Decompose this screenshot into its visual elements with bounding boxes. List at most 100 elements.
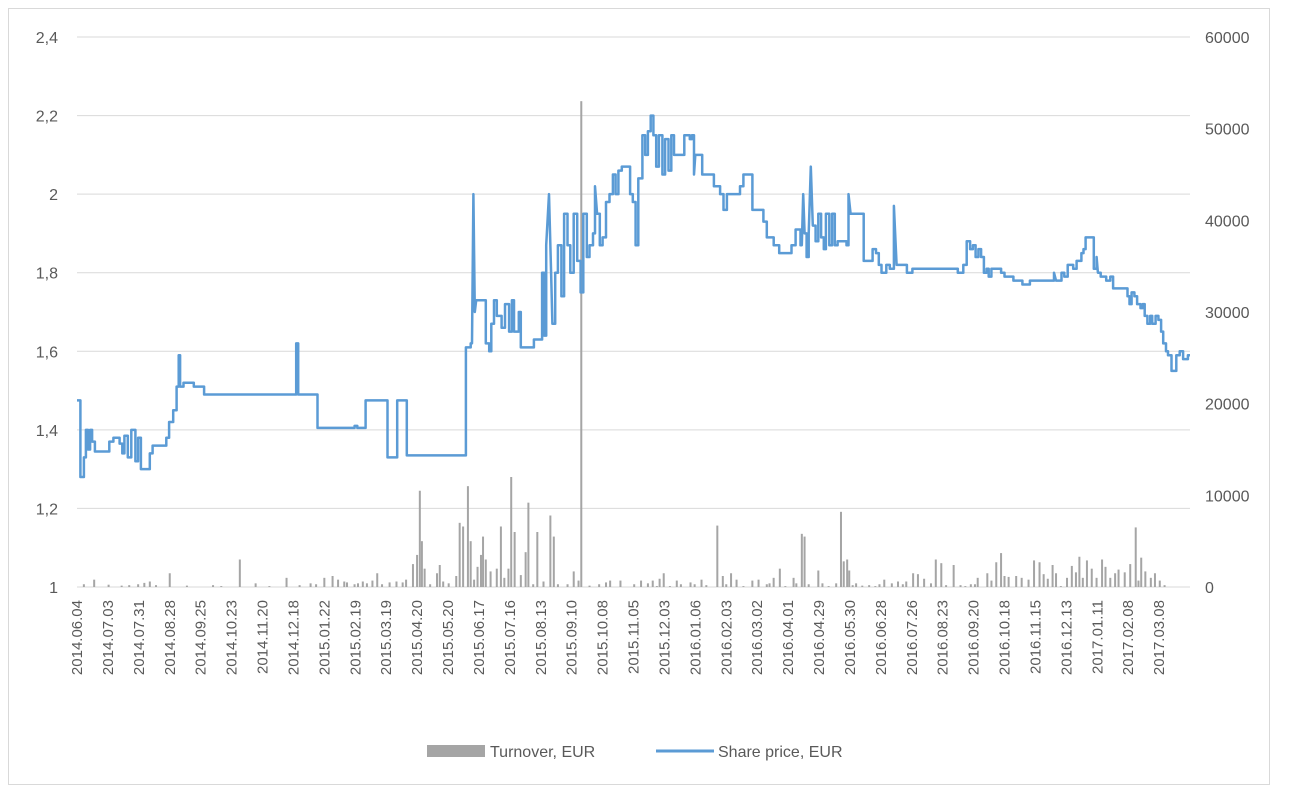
x-tick-label: 2015.03.19 <box>378 600 395 675</box>
turnover-bar <box>309 583 312 587</box>
turnover-bar <box>897 581 900 587</box>
turnover-bar <box>1027 579 1030 587</box>
turnover-bar <box>742 586 745 587</box>
turnover-bar <box>675 580 678 587</box>
turnover-bar <box>1066 577 1069 587</box>
turnover-bar <box>986 573 989 587</box>
left-y-tick-label: 1,8 <box>36 266 58 283</box>
turnover-bar <box>143 582 146 587</box>
turnover-bar <box>298 585 301 587</box>
turnover-bar <box>455 576 458 587</box>
turnover-bar <box>1042 574 1045 587</box>
turnover-bar <box>588 585 591 587</box>
turnover-bar <box>1051 565 1054 587</box>
turnover-bar <box>524 552 527 587</box>
turnover-bar <box>1149 577 1152 587</box>
turnover-bar <box>1003 576 1006 587</box>
turnover-bar <box>148 581 151 587</box>
turnover-bar <box>128 585 131 587</box>
x-tick-label: 2014.07.03 <box>100 600 117 675</box>
turnover-bar <box>1090 568 1093 587</box>
turnover-bar <box>1109 577 1112 587</box>
x-tick-label: 2017.03.08 <box>1151 600 1168 675</box>
turnover-bar <box>1055 573 1058 587</box>
turnover-bar <box>874 586 877 587</box>
turnover-bar <box>1140 557 1143 587</box>
gridlines <box>77 36 1190 588</box>
turnover-bar <box>721 576 724 587</box>
turnover-bar <box>285 577 288 587</box>
turnover-bar <box>1158 580 1161 587</box>
turnover-bar <box>495 568 498 587</box>
x-tick-label: 2016.11.15 <box>1027 600 1044 674</box>
turnover-bar <box>916 574 919 587</box>
turnover-bar <box>168 573 171 587</box>
turnover-bar <box>1153 573 1156 587</box>
turnover-bar <box>658 578 661 587</box>
turnover-bar <box>519 575 522 587</box>
x-tick-label: 2016.09.20 <box>966 600 983 675</box>
turnover-bar <box>331 576 334 587</box>
turnover-bar <box>1085 560 1088 587</box>
turnover-bar <box>401 582 404 587</box>
turnover-bar <box>969 584 972 587</box>
turnover-bar <box>878 584 881 587</box>
turnover-bar <box>883 579 886 587</box>
turnover-bar <box>716 525 719 587</box>
left-y-tick-label: 1,4 <box>36 423 58 440</box>
turnover-bar <box>120 585 123 587</box>
turnover-bar <box>1007 576 1010 587</box>
x-tick-label: 2016.04.29 <box>811 600 828 675</box>
turnover-bar <box>651 580 654 587</box>
right-y-tick-label: 60000 <box>1205 30 1250 47</box>
turnover-bar <box>700 579 703 587</box>
turnover-bar <box>482 536 485 587</box>
share-price-series <box>77 114 1190 479</box>
turnover-bar <box>901 584 904 587</box>
turnover-bar <box>429 584 432 587</box>
turnover-bar <box>405 579 408 587</box>
turnover-bar <box>1038 562 1041 587</box>
turnover-bar <box>442 581 445 587</box>
turnover-bar <box>1163 585 1166 587</box>
turnover-bar <box>552 536 555 587</box>
turnover-bar <box>315 584 318 587</box>
turnover-bar <box>778 568 781 587</box>
x-axis: 2014.06.04 2014.07.03 2014.07.31 2014.08.28… <box>69 600 1168 675</box>
turnover-bar <box>513 532 516 587</box>
turnover-bar <box>1123 572 1126 587</box>
turnover-bar <box>107 584 110 587</box>
turnover-bar <box>1129 564 1132 587</box>
left-y-tick-label: 1,2 <box>36 501 58 518</box>
turnover-bar <box>803 536 806 587</box>
turnover-bar <box>1070 565 1073 587</box>
turnover-bar <box>598 584 601 587</box>
turnover-bar <box>772 577 775 587</box>
turnover-bar <box>462 526 465 587</box>
turnover-bar <box>1046 578 1049 587</box>
x-tick-label: 2015.02.19 <box>347 600 364 675</box>
turnover-bar <box>868 585 871 587</box>
turnover-bar <box>964 586 967 587</box>
turnover-bar <box>1033 560 1036 587</box>
turnover-bar <box>1020 577 1023 587</box>
turnover-bar <box>1059 586 1062 587</box>
left-y-tick-label: 2 <box>49 187 58 204</box>
turnover-bar <box>436 573 439 587</box>
turnover-bar <box>356 583 359 587</box>
turnover-bar <box>800 533 803 587</box>
turnover-bar <box>646 583 649 587</box>
turnover-bar <box>212 585 215 587</box>
turnover-bar <box>705 585 708 587</box>
turnover-bar <box>1144 571 1147 587</box>
x-tick-label: 2015.01.22 <box>316 600 333 675</box>
turnover-bar <box>503 577 506 587</box>
x-tick-label: 2014.09.25 <box>193 600 210 675</box>
turnover-bar <box>640 580 643 587</box>
turnover-bar <box>418 490 421 587</box>
turnover-bar <box>662 573 665 587</box>
turnover-bar <box>337 579 340 587</box>
turnover-bar <box>795 583 798 587</box>
turnover-bar <box>842 561 845 587</box>
turnover-bar <box>693 584 696 587</box>
